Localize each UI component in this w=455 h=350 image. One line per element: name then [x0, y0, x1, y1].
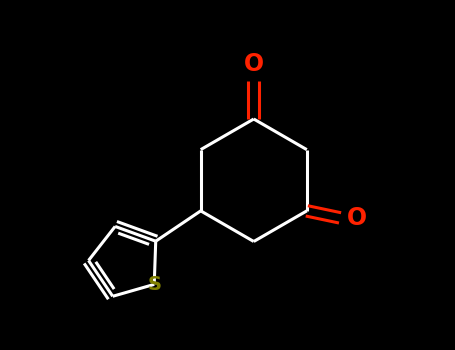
Text: S: S: [147, 275, 161, 294]
Text: O: O: [347, 206, 367, 230]
Text: O: O: [244, 52, 264, 76]
